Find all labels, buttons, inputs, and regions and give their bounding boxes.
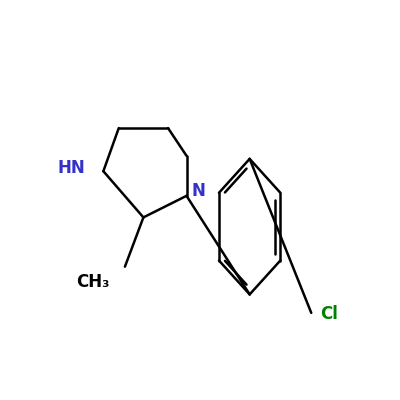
- Text: Cl: Cl: [320, 306, 338, 324]
- Text: HN: HN: [57, 159, 85, 177]
- Text: CH₃: CH₃: [76, 273, 110, 291]
- Text: N: N: [191, 182, 205, 200]
